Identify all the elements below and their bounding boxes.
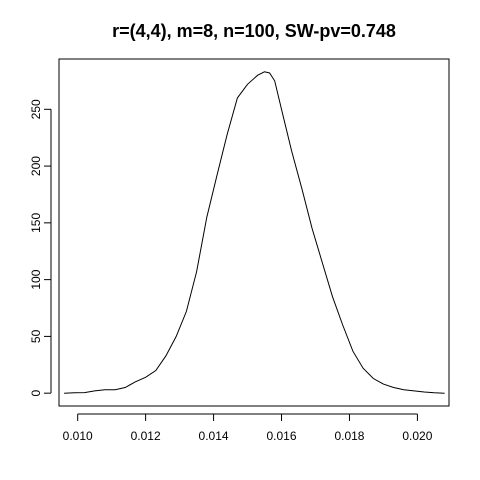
chart-title: r=(4,4), m=8, n=100, SW-pv=0.748 bbox=[112, 21, 396, 41]
x-tick-label: 0.010 bbox=[63, 429, 93, 443]
y-tick-label: 150 bbox=[29, 213, 43, 233]
density-line bbox=[64, 71, 445, 394]
y-tick-label: 200 bbox=[29, 156, 43, 176]
y-tick-label: 0 bbox=[29, 390, 43, 397]
series-layer bbox=[64, 71, 445, 394]
y-tick-label: 50 bbox=[29, 329, 43, 343]
plot-frame bbox=[58, 58, 450, 407]
x-tick-label: 0.016 bbox=[267, 429, 297, 443]
y-tick-label: 250 bbox=[29, 99, 43, 119]
x-tick-label: 0.014 bbox=[199, 429, 229, 443]
y-tick-label: 100 bbox=[29, 269, 43, 289]
x-tick-label: 0.018 bbox=[334, 429, 364, 443]
x-axis: 0.010 0.012 0.014 0.016 0.018 0.020 bbox=[63, 413, 433, 443]
x-tick-label: 0.020 bbox=[402, 429, 432, 443]
x-tick-label: 0.012 bbox=[131, 429, 161, 443]
y-axis: 0 50 100 150 200 250 bbox=[29, 99, 52, 397]
